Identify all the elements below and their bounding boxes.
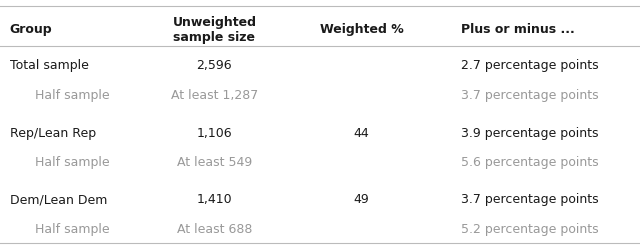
Text: Weighted %: Weighted % (320, 23, 403, 36)
Text: Dem/Lean Dem: Dem/Lean Dem (10, 193, 107, 206)
Text: 2,596: 2,596 (196, 59, 232, 72)
Text: Group: Group (10, 23, 52, 36)
Text: At least 1,287: At least 1,287 (171, 89, 258, 102)
Text: Unweighted
sample size: Unweighted sample size (172, 16, 257, 44)
Text: Half sample: Half sample (35, 223, 110, 236)
Text: 44: 44 (354, 127, 369, 140)
Text: 49: 49 (354, 193, 369, 206)
Text: Half sample: Half sample (35, 89, 110, 102)
Text: Half sample: Half sample (35, 156, 110, 169)
Text: 1,106: 1,106 (196, 127, 232, 140)
Text: 5.6 percentage points: 5.6 percentage points (461, 156, 598, 169)
Text: 5.2 percentage points: 5.2 percentage points (461, 223, 598, 236)
Text: Rep/Lean Rep: Rep/Lean Rep (10, 127, 96, 140)
Text: Plus or minus ...: Plus or minus ... (461, 23, 575, 36)
Text: 3.9 percentage points: 3.9 percentage points (461, 127, 598, 140)
Text: 1,410: 1,410 (196, 193, 232, 206)
Text: 3.7 percentage points: 3.7 percentage points (461, 89, 598, 102)
Text: 3.7 percentage points: 3.7 percentage points (461, 193, 598, 206)
Text: 2.7 percentage points: 2.7 percentage points (461, 59, 598, 72)
Text: At least 549: At least 549 (177, 156, 252, 169)
Text: At least 688: At least 688 (177, 223, 252, 236)
Text: Total sample: Total sample (10, 59, 88, 72)
